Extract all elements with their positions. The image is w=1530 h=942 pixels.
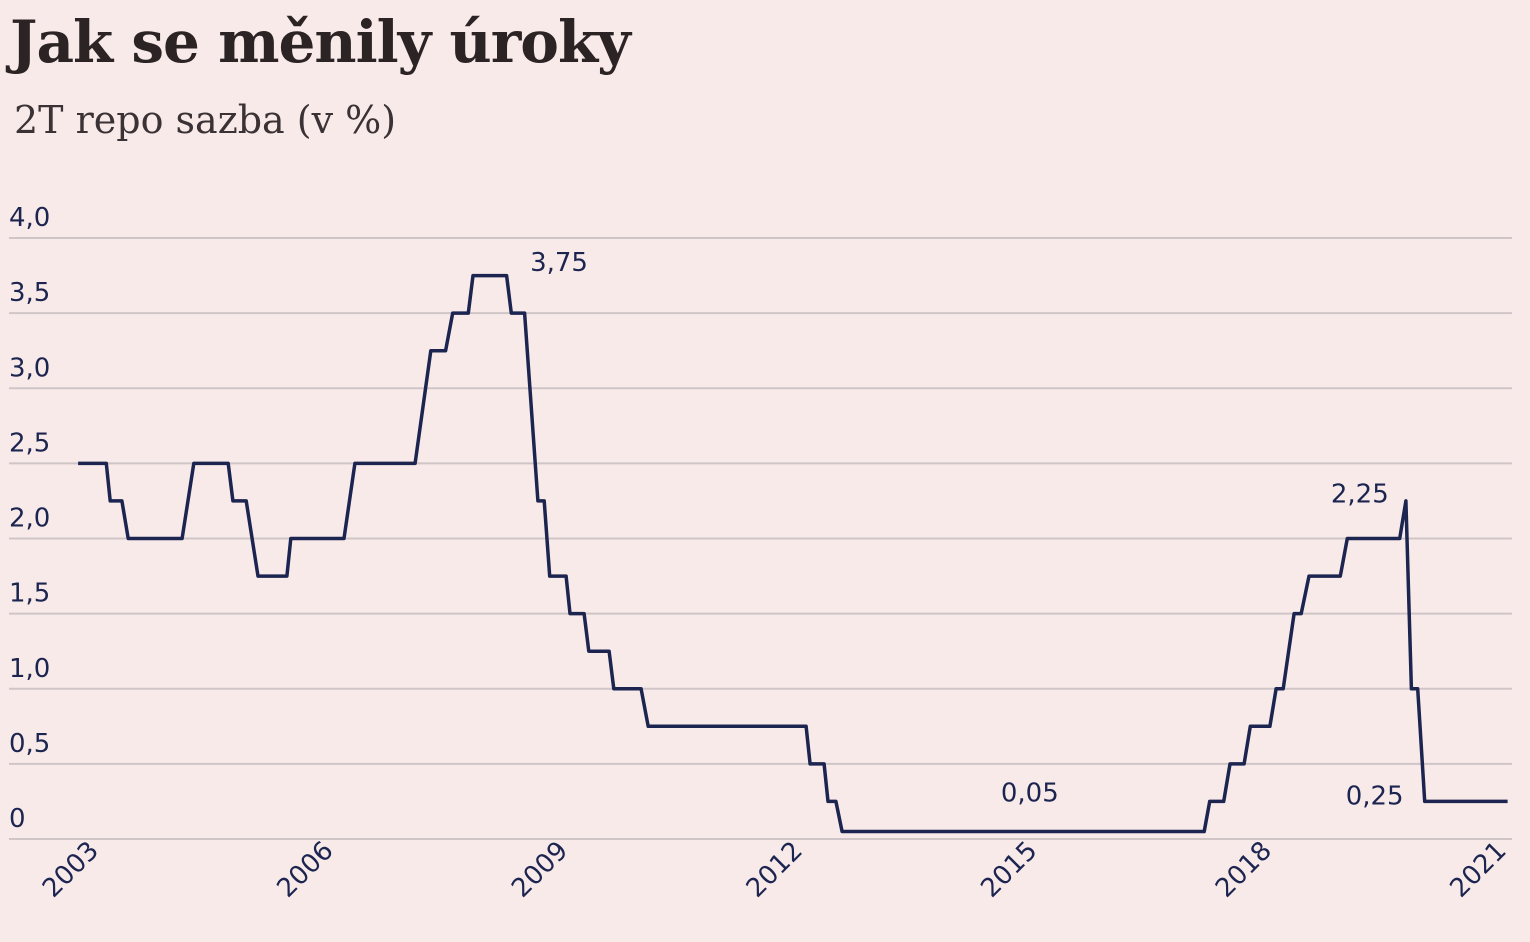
y-tick-label: 3,5	[9, 278, 50, 308]
x-tick-label: 2003	[37, 836, 105, 904]
y-tick-label: 0	[9, 804, 26, 834]
x-tick-label: 2015	[975, 836, 1043, 904]
data-label: 0,25	[1346, 781, 1404, 811]
y-tick-label: 3,0	[9, 353, 50, 383]
y-tick-label: 1,5	[9, 579, 50, 609]
grid-lines	[9, 237, 1512, 840]
x-tick-label: 2018	[1210, 836, 1278, 904]
chart-title: Jak se měnily úroky	[10, 8, 631, 76]
y-axis-ticks: 0 0,5 1,0 1,5 2,0 2,5 3,0 3,5 4,0	[9, 203, 50, 834]
x-tick-label: 2021	[1445, 836, 1513, 904]
series-lines	[78, 273, 1508, 834]
series-line	[78, 273, 1508, 834]
data-label: 2,25	[1331, 479, 1389, 509]
annotations: 3,75 2,25 0,05 0,25	[530, 248, 1404, 811]
x-tick-label: 2009	[506, 836, 574, 904]
data-label: 0,05	[1001, 778, 1059, 808]
x-tick-label: 2012	[741, 836, 809, 904]
y-tick-label: 0,5	[9, 729, 50, 759]
y-tick-label: 1,0	[9, 654, 50, 684]
x-axis-ticks: 2003 2006 2009 2012 2015 2018 2021	[37, 836, 1513, 904]
y-tick-label: 2,5	[9, 428, 50, 458]
chart-subtitle: 2T repo sazba (v %)	[14, 98, 397, 142]
y-tick-label: 4,0	[9, 203, 50, 233]
y-tick-label: 2,0	[9, 504, 50, 534]
x-tick-label: 2006	[272, 836, 340, 904]
data-label: 3,75	[530, 248, 588, 278]
